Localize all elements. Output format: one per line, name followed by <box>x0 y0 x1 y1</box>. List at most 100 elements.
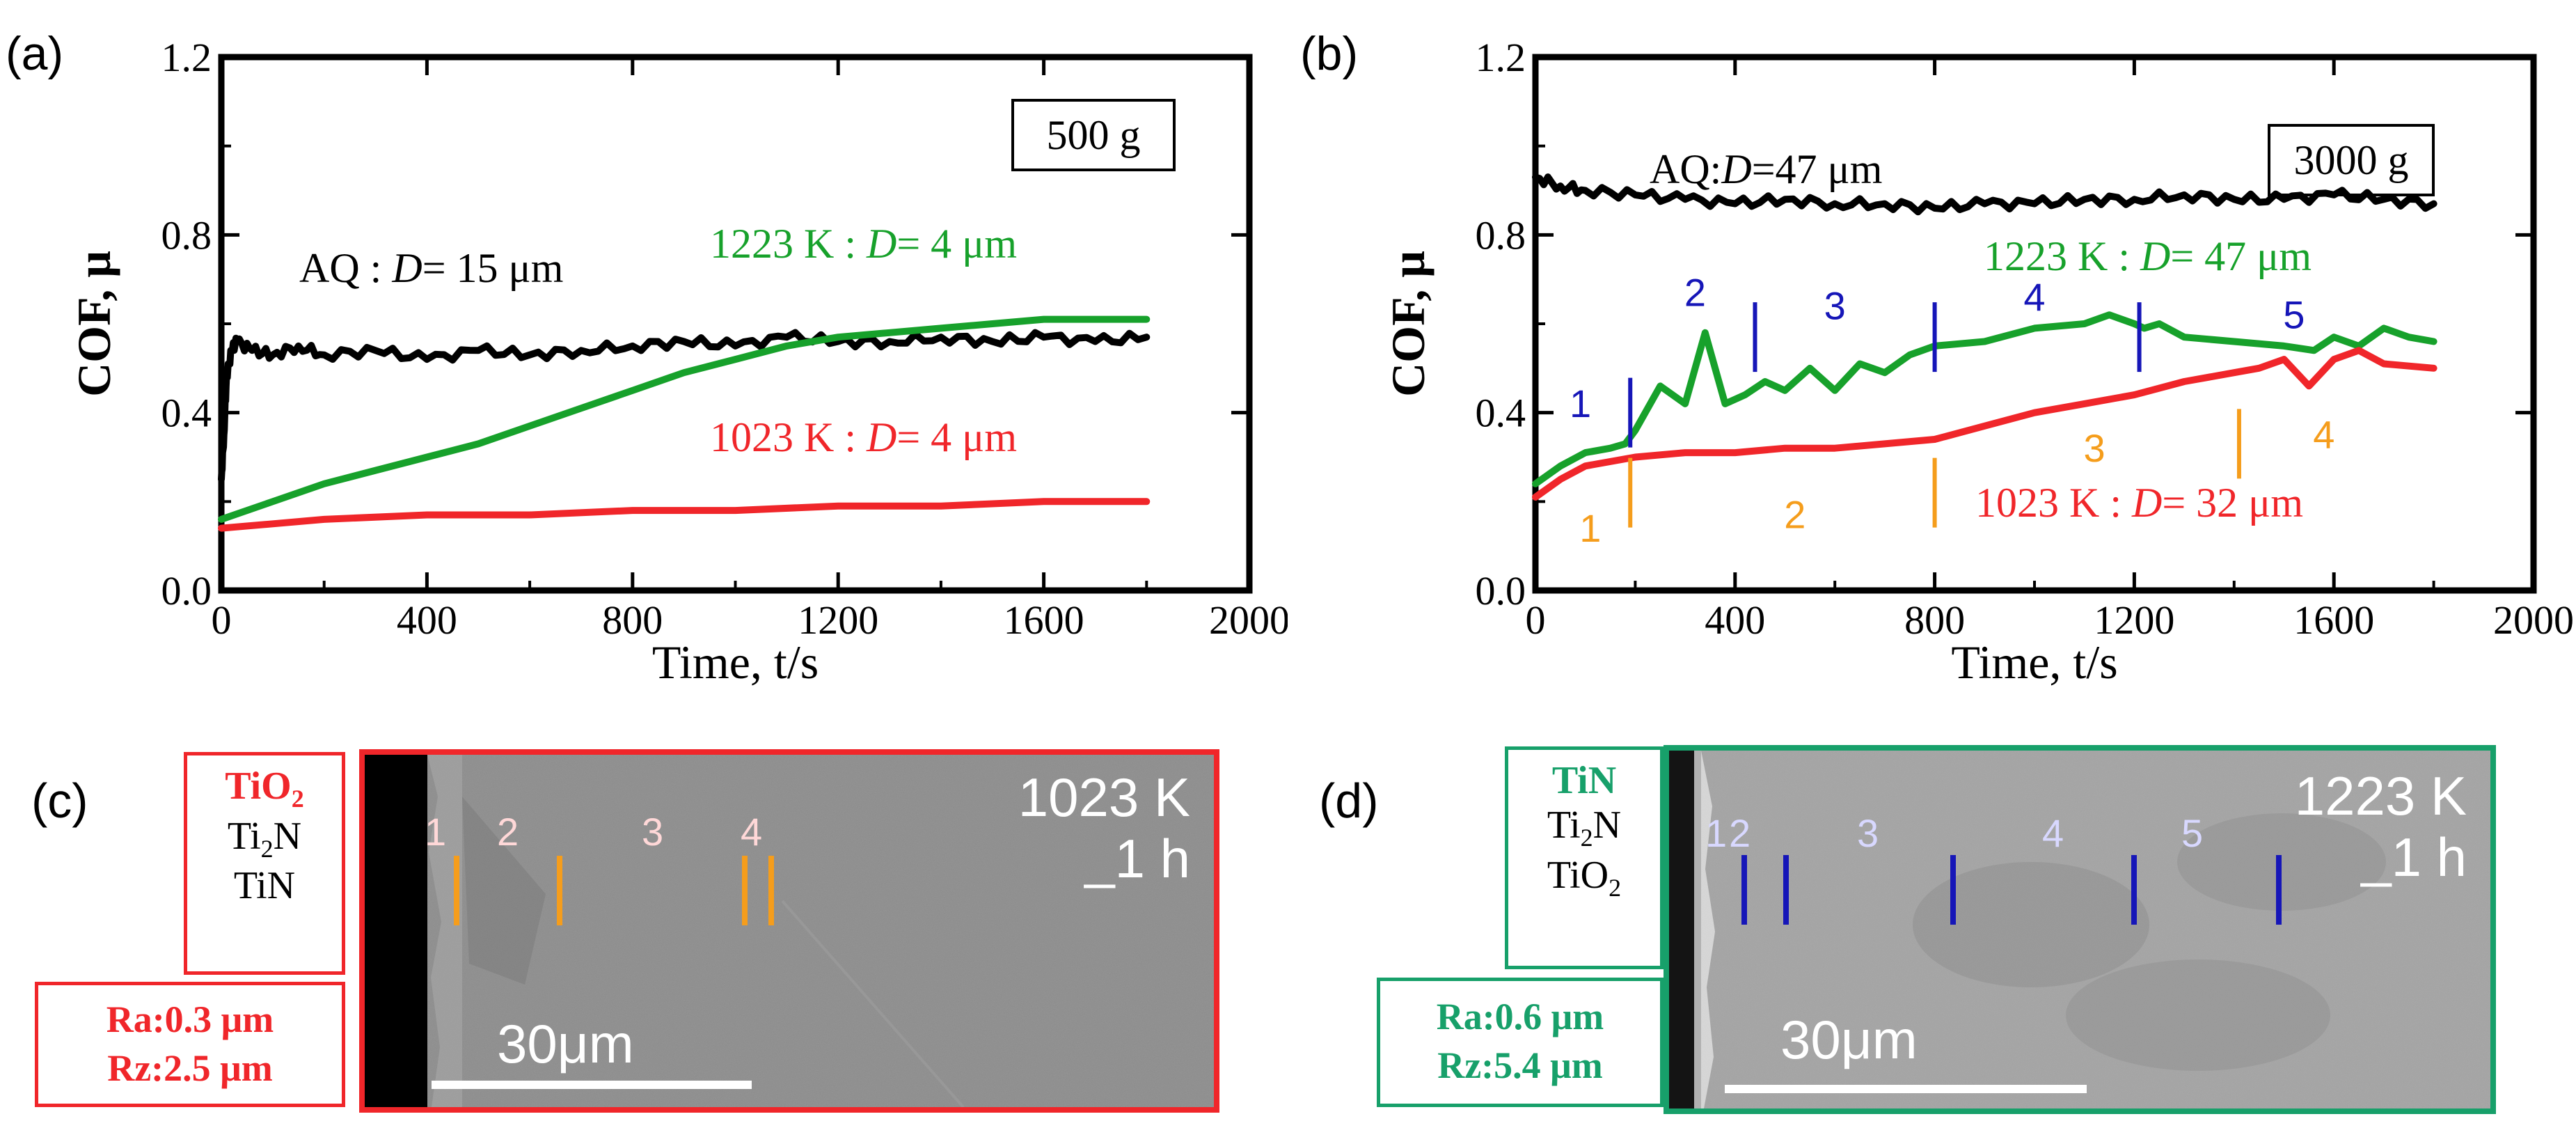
region-marker-c-2 <box>557 856 562 925</box>
phase-box-d: TiN Ti2N TiO2 <box>1505 746 1664 969</box>
y-tick-label-a-1: 0.4 <box>161 391 212 436</box>
sem-texture-d <box>1669 751 2490 1108</box>
chart-a: (a) 0 400 800 1200 1600 2000 0.0 0.4 0.8 1.2 Time,… <box>6 27 1288 689</box>
phase-bot-c: TiN <box>233 864 296 908</box>
phase-bot-d: TiO2 <box>1547 853 1622 902</box>
load-box-a <box>1011 99 1176 171</box>
y-tick-label-a-0: 0.0 <box>161 568 212 613</box>
panel-letter-a: (a) <box>6 27 63 80</box>
x-tick-label-a-5: 2000 <box>1209 597 1288 643</box>
region-number-d-3: 3 <box>1857 811 1879 855</box>
green-region-number-4: 5 <box>2283 292 2305 336</box>
series-line-b-2 <box>1532 347 2437 501</box>
rz-value-d: Rz:5.4 μm <box>1437 1044 1603 1087</box>
green-region-number-0: 1 <box>1570 382 1591 425</box>
x-tick-label-b-1: 400 <box>1705 597 1765 643</box>
series-label-b-1: 1223 K : D= 47 μm <box>1984 233 2312 279</box>
y-tick-label-b-1: 0.4 <box>1476 391 1526 436</box>
phase-top-d: TiN <box>1551 759 1617 802</box>
x-tick-label-a-2: 800 <box>602 597 663 643</box>
series-label-b-2: 1023 K : D= 32 μm <box>1975 480 2303 526</box>
scalebar-label-d: 30μm <box>1780 1009 1918 1070</box>
panel-letter-c: (c) <box>31 774 88 828</box>
series-line-b-0 <box>1532 173 2437 216</box>
sem-image-d: 1223 K _1 h 1 2 3 4 5 30μm <box>1664 745 2496 1114</box>
region-number-c-1: 1 <box>425 810 447 854</box>
series-line-b-1 <box>1532 311 2437 487</box>
scalebar-c <box>432 1081 752 1089</box>
plot-area-b: 0 400 800 1200 1600 2000 0.0 0.4 0.8 1.2 Time, t/s… <box>1382 35 2574 689</box>
red-region-number-3: 4 <box>2313 413 2334 457</box>
load-label-a: 500 g <box>1047 112 1141 158</box>
y-axis-title-b: COF, μ <box>1382 251 1435 397</box>
region-number-d-1: 1 <box>1705 811 1728 855</box>
load-box-b <box>2268 124 2435 196</box>
series-line-a-1 <box>218 315 1151 523</box>
series-label-a-0: AQ : D= 15 μm <box>299 245 563 291</box>
scalebar-label-c: 30μm <box>497 1013 634 1074</box>
rz-value-c: Rz:2.5 μm <box>107 1047 273 1090</box>
green-region-number-1: 2 <box>1684 270 1706 314</box>
y-axis-title-a: COF, μ <box>68 251 120 397</box>
ra-value-d: Ra:0.6 μm <box>1436 996 1604 1037</box>
region-marker-d-1 <box>1741 855 1747 925</box>
x-tick-label-b-2: 800 <box>1904 597 1965 643</box>
series-label-a-2: 1023 K : D= 4 μm <box>710 414 1017 460</box>
chart-b: (b) 0 400 800 1200 1600 2000 0.0 0.4 0.8 1.2 Time,… <box>1300 27 2574 689</box>
temp-label-c: 1023 K <box>1018 767 1190 828</box>
x-tick-label-b-4: 1600 <box>2293 597 2374 643</box>
region-number-d-2: 2 <box>1729 811 1751 855</box>
plot-area-a: 0 400 800 1200 1600 2000 0.0 0.4 0.8 1.2 Time, t/s… <box>68 35 1288 689</box>
phase-top-c: TiO2 <box>225 765 304 813</box>
sem-texture-c <box>365 755 1214 1107</box>
roughness-box-d: Ra:0.6 μm Rz:5.4 μm <box>1377 978 1664 1107</box>
series-label-b-0: AQ:D=47 μm <box>1650 146 1882 192</box>
y-tick-label-a-3: 1.2 <box>161 35 212 80</box>
y-tick-label-b-0: 0.0 <box>1476 568 1526 613</box>
roughness-box-c: Ra:0.3 μm Rz:2.5 μm <box>35 982 345 1107</box>
region-number-c-4: 4 <box>741 810 763 854</box>
region-number-c-3: 3 <box>642 810 664 854</box>
x-tick-label-a-1: 400 <box>397 597 457 643</box>
y-tick-label-b-3: 1.2 <box>1476 35 1526 80</box>
x-tick-label-b-0: 0 <box>1526 597 1546 643</box>
panel-letter-b: (b) <box>1300 27 1358 80</box>
region-marker-d-2 <box>1783 855 1789 925</box>
panel-letter-d: (d) <box>1319 774 1379 828</box>
phase-mid-c: Ti2N <box>227 814 302 863</box>
series-line-a-2 <box>218 498 1151 532</box>
ra-value-c: Ra:0.3 μm <box>106 998 274 1040</box>
region-marker-c-1 <box>454 856 459 925</box>
region-marker-d-4 <box>2131 855 2137 925</box>
green-region-number-2: 3 <box>1824 284 1846 328</box>
region-number-c-2: 2 <box>497 810 519 854</box>
time-label-c: _1 h <box>1084 828 1190 889</box>
phase-box-c: TiO2 Ti2N TiN <box>184 752 345 975</box>
load-label-b: 3000 g <box>2294 137 2409 183</box>
phase-mid-d: Ti2N <box>1547 804 1622 852</box>
red-region-number-2: 3 <box>2083 426 2105 470</box>
temp-label-d: 1223 K <box>2294 765 2467 826</box>
time-label-d: _1 h <box>2361 826 2467 888</box>
red-region-number-1: 2 <box>1784 493 1805 537</box>
y-tick-label-b-2: 0.8 <box>1476 212 1526 258</box>
sem-image-c: 1023 K _1 h 1 2 3 4 30μm <box>359 749 1219 1113</box>
x-axis-title-a: Time, t/s <box>652 636 819 689</box>
x-tick-label-b-5: 2000 <box>2493 597 2574 643</box>
region-marker-d-3 <box>1950 855 1956 925</box>
region-marker-c-3 <box>742 856 748 925</box>
red-region-number-0: 1 <box>1579 506 1601 550</box>
x-tick-label-b-3: 1200 <box>2094 597 2174 643</box>
x-tick-label-a-3: 1200 <box>798 597 878 643</box>
series-line-a-0 <box>218 329 1151 483</box>
region-number-d-4: 4 <box>2042 811 2064 855</box>
series-label-a-1: 1223 K : D= 4 μm <box>710 221 1017 267</box>
scalebar-d <box>1725 1085 2087 1093</box>
x-tick-label-a-4: 1600 <box>1004 597 1084 643</box>
region-marker-d-5 <box>2276 855 2282 925</box>
x-tick-label-a-0: 0 <box>212 597 232 643</box>
green-region-number-3: 4 <box>2023 275 2045 319</box>
region-number-d-5: 5 <box>2181 811 2204 855</box>
region-marker-c-4 <box>768 856 774 925</box>
x-axis-title-b: Time, t/s <box>1951 636 2117 689</box>
